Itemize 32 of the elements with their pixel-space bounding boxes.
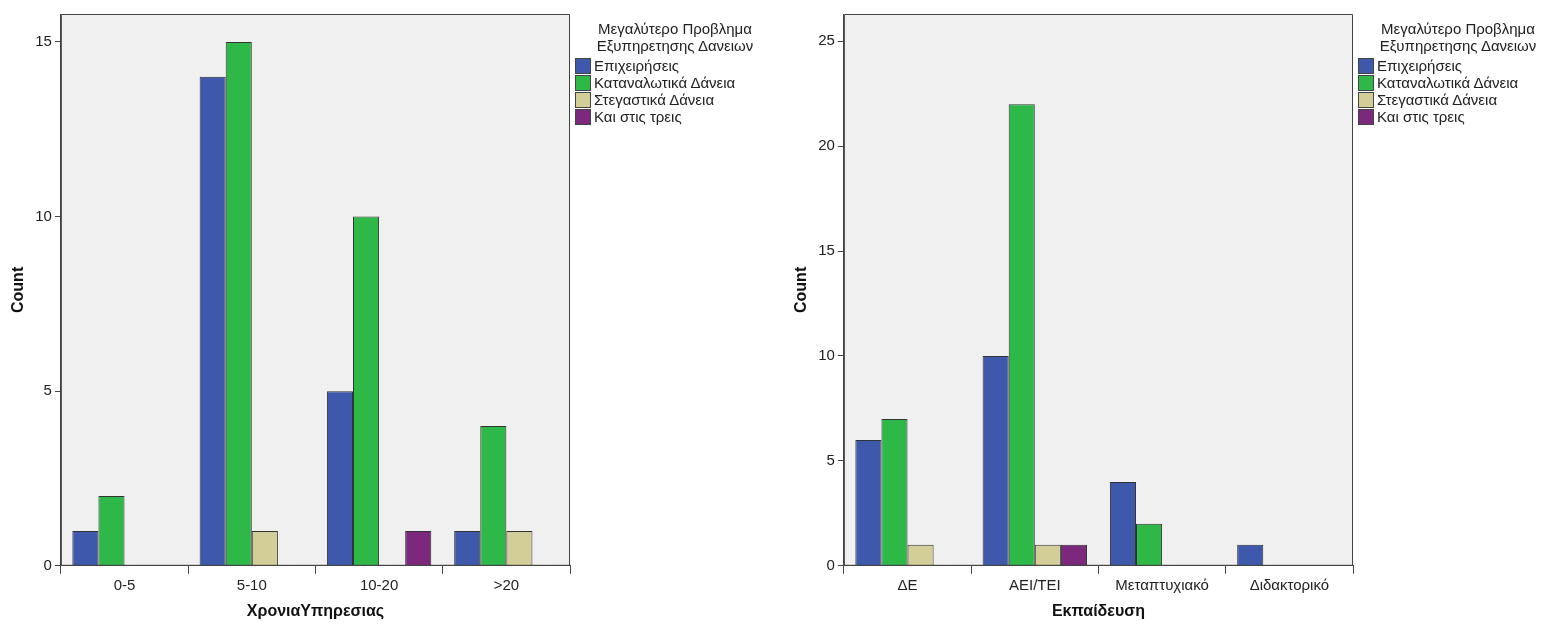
x-tick-label: Μεταπτυχιακό [1115,575,1209,593]
y-axis-title: Count [792,266,810,313]
x-tick-label: >20 [493,575,520,593]
x-tick-label: 0-5 [113,575,136,593]
x-tick-label: 10-20 [359,575,399,593]
legend-label: Καταναλωτικά Δάνεια [594,74,736,91]
legend-label: Επιχειρήσεις [1377,57,1462,74]
y-tick-label: 10 [35,206,52,224]
y-tick-label: 5 [826,451,835,469]
legend-label: Επιχειρήσεις [594,57,679,74]
x-tick-label: Διδακτορικό [1249,575,1330,593]
y-tick-label: 0 [43,555,52,573]
legend-title: Μεγαλύτερο Προβλημα Εξυπηρετησης Δανειων [1378,20,1538,54]
legend-label: Στεγαστικά Δάνεια [1377,91,1498,108]
x-tick-label: 5-10 [236,575,267,593]
legend-label: Και στις τρεις [594,108,682,125]
y-tick-label: 10 [818,346,835,364]
legend-title: Μεγαλύτερο Προβλημα Εξυπηρετησης Δανειων [595,20,755,54]
x-axis-title: ΧρονιαΥπηρεσιας [246,601,385,620]
legend-label: Και στις τρεις [1377,108,1465,125]
y-tick-label: 15 [35,32,52,50]
legend-label: Καταναλωτικά Δάνεια [1377,74,1519,91]
y-axis-title: Count [9,266,27,313]
y-tick-label: 15 [818,241,835,259]
legend-label: Στεγαστικά Δάνεια [594,91,715,108]
x-axis-title: Εκπαίδευση [1051,601,1145,619]
y-tick-label: 5 [43,381,52,399]
y-tick-label: 0 [826,555,835,573]
y-tick-label: 25 [818,31,835,49]
x-tick-label: ΑΕΙ/ΤΕΙ [1008,575,1061,593]
y-tick-label: 20 [818,136,835,154]
x-tick-label: ΔΕ [897,575,918,593]
